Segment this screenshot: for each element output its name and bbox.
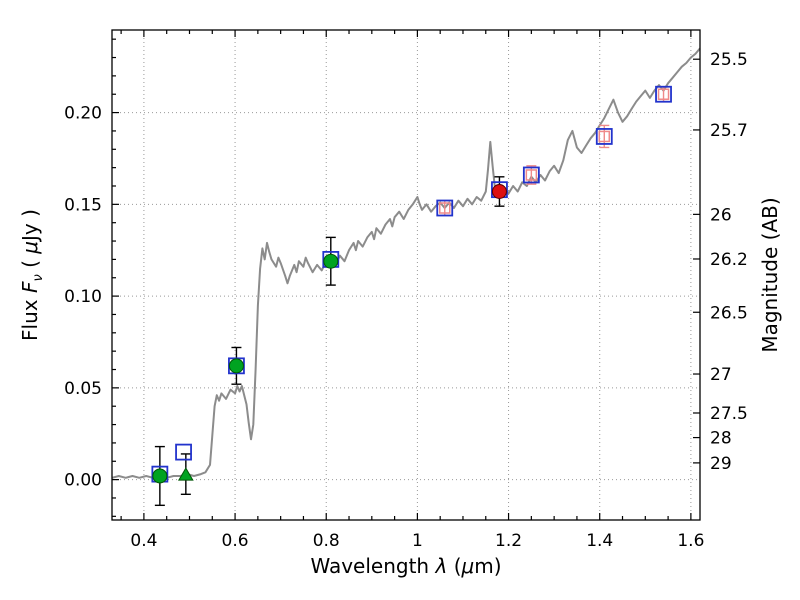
magnitude-tick-label: 26.5 [710, 303, 748, 323]
magnitude-tick-label: 26.2 [710, 250, 748, 270]
magnitude-tick-label: 28 [710, 429, 732, 449]
x-axis-label: Wavelength λ (μm) [310, 554, 501, 578]
red-circle-marker [491, 183, 507, 199]
x-tick-label: 0.8 [313, 531, 340, 551]
blue-open-square-marker [436, 199, 454, 217]
blue-open-square-marker [595, 128, 613, 145]
x-tick-label: 1.2 [495, 531, 522, 551]
red-open-square-marker [438, 202, 451, 214]
blue-open-square-marker [522, 166, 540, 184]
magnitude-tick-label: 25.5 [710, 50, 748, 70]
x-tick-label: 0.6 [222, 531, 249, 551]
x-tick-label: 1 [412, 531, 423, 551]
y-tick-label: 0.15 [64, 195, 102, 215]
green-triangle-marker [177, 467, 194, 481]
y-tick-label: 0.00 [64, 471, 102, 491]
y-axis-label: Flux Fν ( μJy ) [18, 209, 46, 341]
red-open-square-marker [598, 130, 611, 143]
magnitude-tick-label: 27 [710, 365, 732, 385]
flux-word: Flux [18, 299, 42, 341]
blue-open-square-marker [175, 443, 192, 461]
green-circle-marker [152, 468, 168, 484]
red-open-square-marker [657, 88, 670, 100]
x-tick-label: 0.4 [130, 531, 157, 551]
right-axis-label: Magnitude (AB) [758, 197, 782, 353]
red-open-square-marker [525, 169, 538, 181]
green-circle-marker [323, 253, 339, 269]
y-tick-label: 0.05 [64, 379, 102, 399]
model-spectrum-line [111, 47, 701, 479]
flux-symbol: Fν [18, 274, 46, 294]
flux-units: ( μJy ) [18, 209, 42, 268]
y-tick-label: 0.10 [64, 287, 102, 307]
green-circle-marker [228, 358, 244, 374]
magnitude-tick-label: 27.5 [710, 404, 748, 424]
x-axis-label-word: Wavelength [310, 554, 430, 578]
axes-frame [111, 29, 701, 521]
y-tick-label: 0.20 [64, 104, 102, 124]
lambda-symbol: λ [435, 554, 448, 578]
x-axis-units: (μm) [453, 554, 502, 578]
blue-open-square-marker [655, 85, 672, 103]
magnitude-tick-label: 26 [710, 205, 732, 225]
x-tick-label: 1.4 [586, 531, 613, 551]
magnitude-tick-label: 29 [710, 454, 732, 474]
magnitude-tick-label: 25.7 [710, 121, 748, 141]
x-tick-label: 1.6 [677, 531, 704, 551]
